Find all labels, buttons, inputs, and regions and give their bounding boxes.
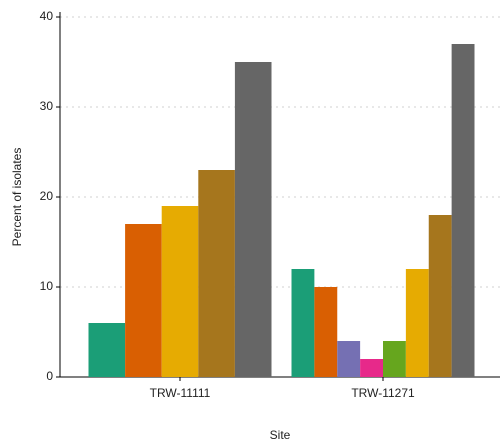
y-tick-label: 20	[40, 189, 54, 203]
bar	[383, 341, 406, 377]
bar	[337, 341, 361, 377]
bar	[451, 44, 475, 377]
x-tick-label: TRW-11271	[351, 386, 415, 400]
bar	[314, 287, 338, 377]
bar	[360, 359, 383, 377]
bar	[428, 215, 452, 377]
bar	[234, 62, 272, 377]
y-tick-label: 40	[40, 9, 54, 23]
x-tick-label: TRW-11111	[150, 386, 211, 400]
bar	[405, 269, 429, 377]
bar	[88, 323, 126, 377]
y-axis-title: Percent of isolates	[10, 148, 24, 247]
x-axis-title: Site	[270, 428, 291, 442]
y-tick-label: 30	[40, 99, 54, 113]
bar	[125, 224, 162, 377]
bar	[291, 269, 315, 377]
y-tick-label: 10	[40, 279, 54, 293]
bar	[198, 170, 235, 377]
bar	[161, 206, 199, 377]
y-tick-label: 0	[46, 369, 53, 383]
